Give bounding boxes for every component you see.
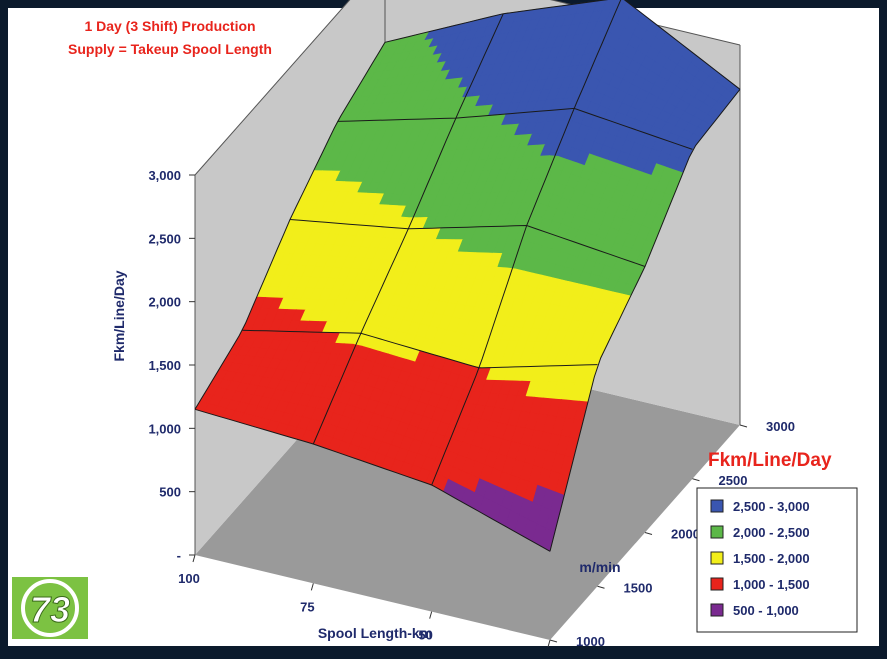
badge-number: 73 [30, 589, 70, 630]
surface-gridline-y [337, 107, 693, 150]
z-tick-label: 500 [159, 485, 181, 500]
legend-swatch [710, 603, 724, 617]
legend-label: 2,000 - 2,500 [733, 525, 810, 540]
surface-patches [194, 0, 741, 552]
y-tick [739, 424, 748, 428]
z-tick-label: 3,000 [148, 168, 181, 183]
legend-swatch [710, 499, 724, 513]
x-tick [310, 583, 314, 591]
series-label: Fkm/Line/Day [708, 450, 832, 471]
legend-label: 2,500 - 3,000 [733, 499, 810, 514]
surface-gridline-y [289, 219, 646, 267]
legend-swatch [710, 525, 724, 539]
y-tick-label: 1500 [624, 580, 653, 595]
y-tick-label: 3000 [766, 419, 795, 434]
y-tick [692, 478, 700, 482]
x-tick-label: 75 [300, 599, 314, 614]
legend-swatch [710, 577, 724, 591]
y-tick [597, 585, 605, 589]
wall-edge [549, 0, 741, 46]
badge-ring [21, 579, 79, 637]
z-tick-label: 1,500 [148, 358, 181, 373]
z-tick-label: - [177, 548, 181, 563]
y-tick-label: 2000 [671, 527, 700, 542]
x-tick-label: 50 [418, 628, 432, 643]
legend-swatch [710, 551, 724, 565]
legend-label: 500 - 1,000 [733, 603, 799, 618]
legend-label: 1,000 - 1,500 [733, 577, 810, 592]
z-tick-label: 2,500 [148, 231, 181, 246]
z-tick-label: 1,000 [148, 421, 181, 436]
x-tick [547, 639, 551, 648]
surface-grid [194, 0, 741, 552]
z-axis-label: Fkm/Line/Day [111, 270, 127, 361]
chart-title: 1 Day (3 Shift) Production [84, 18, 255, 34]
legend-box [696, 487, 858, 633]
y-tick [644, 532, 653, 535]
y-tick [549, 639, 558, 643]
y-axis-label: m/min [579, 559, 620, 575]
wall-edge [194, 0, 351, 176]
x-tick-label: 100 [178, 571, 200, 586]
y-tick-label: 2500 [719, 473, 748, 488]
chart-subtitle: Supply = Takeup Spool Length [68, 41, 272, 57]
y-tick-label: 1000 [576, 634, 605, 649]
legend-label: 1,500 - 2,000 [733, 551, 810, 566]
x-tick [192, 554, 196, 563]
surface-gridline-y [384, 0, 741, 90]
surface-gridline-y [242, 329, 598, 369]
slide-number-badge: 73 [12, 577, 88, 639]
x-axis-label: Spool Length-km [318, 625, 432, 641]
x-tick [429, 611, 433, 619]
surface-gridline-y [194, 408, 551, 552]
z-tick-label: 2,000 [148, 295, 181, 310]
